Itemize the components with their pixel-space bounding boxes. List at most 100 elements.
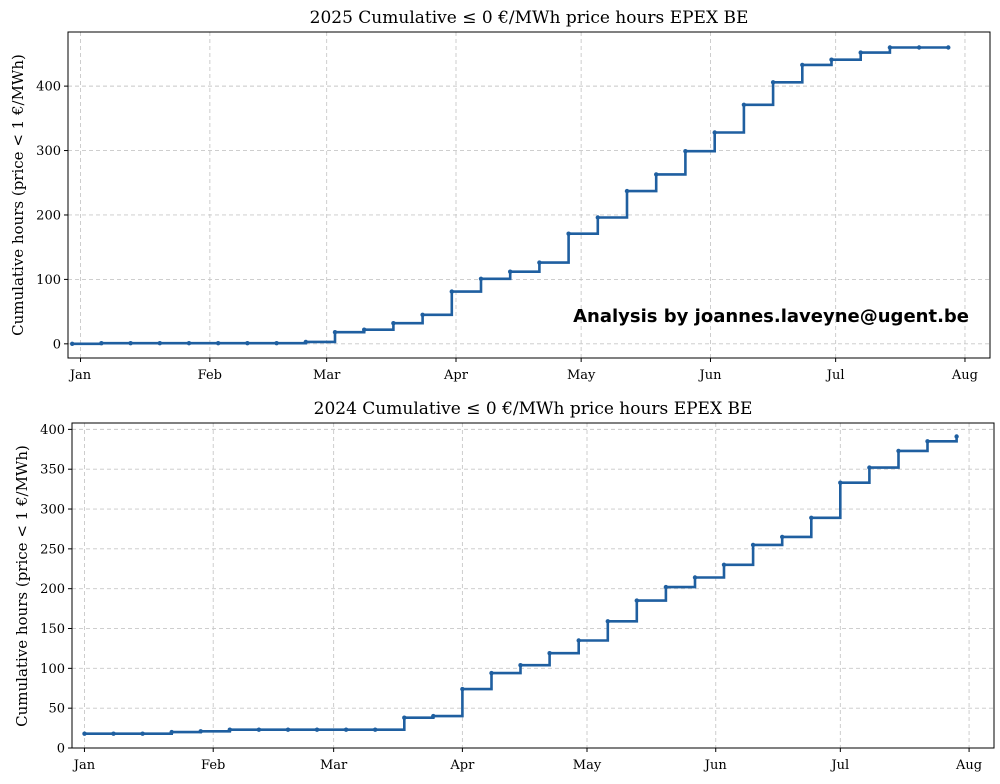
gridlines: [72, 423, 994, 749]
data-point: [157, 341, 162, 346]
data-point: [70, 341, 75, 346]
data-point: [227, 727, 232, 732]
data-point: [741, 102, 747, 108]
data-point: [654, 172, 659, 177]
y-tick-label: 350: [40, 463, 65, 478]
data-point: [256, 727, 262, 732]
data-point: [838, 480, 843, 485]
x-tick-label: Aug: [955, 758, 982, 773]
data-point: [314, 727, 320, 732]
y-tick-label: 50: [48, 702, 65, 717]
x-tick-label: Apr: [449, 758, 475, 773]
data-point: [303, 339, 308, 345]
data-point: [186, 341, 192, 346]
data-point: [449, 289, 454, 294]
data-point: [624, 188, 630, 194]
x-tick-label: May: [567, 368, 596, 383]
data-point: [198, 729, 203, 734]
data-point: [508, 269, 513, 274]
x-tick-label: Jan: [68, 368, 92, 383]
x-tick-label: Aug: [951, 368, 978, 383]
data-point: [169, 729, 174, 735]
data-point: [128, 341, 133, 346]
y-tick-label: 250: [40, 542, 65, 557]
x-tick-label: Apr: [443, 368, 469, 383]
chart-background: [72, 423, 994, 748]
data-point: [518, 663, 523, 668]
watermark-annotation: Analysis by joannes.laveyne@ugent.be: [573, 306, 969, 327]
data-point: [896, 448, 901, 454]
data-point: [566, 231, 571, 236]
data-point: [420, 312, 425, 317]
y-tick-label: 200: [40, 582, 65, 597]
y-tick-label: 300: [36, 144, 61, 159]
x-tick-label: Jul: [829, 758, 849, 773]
data-point: [99, 341, 104, 346]
chart-2025: Jan Feb Mar Apr May Jun Jul Aug 0 100 200 300 400 20…: [9, 8, 991, 383]
data-point: [489, 670, 494, 676]
data-point: [576, 638, 581, 643]
x-tick-label: Jul: [825, 368, 845, 383]
x-tick-label: Jun: [703, 758, 728, 773]
data-point: [537, 260, 542, 265]
gridlines: [68, 32, 990, 358]
data-point: [82, 731, 87, 736]
data-point: [800, 62, 805, 68]
y-tick-label: 0: [57, 742, 65, 757]
chart-2024: Jan Feb Mar Apr May Jun Jul Aug 0 50 100 150 200 250 3…: [13, 399, 995, 773]
data-point: [595, 215, 600, 220]
y-tick-label: 0: [53, 337, 61, 352]
plot-frame: [71, 422, 995, 749]
data-point: [216, 341, 221, 346]
data-point: [332, 330, 338, 335]
plot-frame: [67, 31, 991, 359]
data-point: [887, 45, 893, 50]
data-point: [829, 57, 834, 62]
x-tick-label: Feb: [201, 758, 225, 773]
data-point: [362, 327, 367, 332]
data-point: [916, 45, 922, 50]
data-point: [946, 45, 951, 50]
data-point: [245, 341, 250, 346]
data-point: [391, 321, 396, 326]
chart-background: [68, 32, 990, 358]
data-point: [605, 619, 610, 624]
data-point: [692, 575, 698, 580]
series-group: [70, 45, 951, 346]
y-tick-label: 400: [40, 423, 65, 438]
ticks: Jan Feb Mar Apr May Jun Jul Aug 0 100 200 300 400: [36, 80, 978, 383]
data-point: [780, 534, 785, 540]
x-tick-label: Mar: [313, 368, 341, 383]
chart-title: 2024 Cumulative ≤ 0 €/MWh price hours EP…: [314, 399, 753, 419]
x-tick-label: May: [573, 758, 602, 773]
x-tick-label: Feb: [198, 368, 222, 383]
data-point: [721, 562, 727, 567]
chart-title: 2025 Cumulative ≤ 0 €/MWh price hours EP…: [310, 8, 749, 28]
data-point: [460, 686, 465, 692]
data-point: [140, 731, 145, 736]
ticks: Jan Feb Mar Apr May Jun Jul Aug 0 50 100 150 200 250 3…: [40, 423, 982, 773]
data-point: [809, 515, 814, 520]
data-point: [274, 341, 279, 346]
y-tick-label: 400: [36, 80, 61, 95]
data-point: [478, 276, 484, 281]
y-tick-label: 100: [36, 273, 61, 288]
data-point: [867, 465, 872, 470]
series-group: [82, 434, 959, 736]
y-axis-label: Cumulative hours (price < 1 €/MWh): [13, 445, 31, 727]
data-point: [547, 651, 552, 656]
data-point: [925, 439, 930, 444]
data-point: [858, 50, 863, 55]
data-point: [770, 80, 776, 85]
x-tick-label: Jan: [72, 758, 96, 773]
series-line: [84, 436, 958, 735]
y-tick-label: 300: [40, 503, 65, 518]
x-tick-label: Jun: [697, 368, 722, 383]
data-point: [373, 727, 378, 732]
data-point: [954, 434, 959, 439]
data-point: [431, 713, 436, 719]
y-tick-label: 150: [40, 622, 65, 637]
data-point: [712, 130, 717, 135]
y-tick-label: 100: [40, 662, 65, 677]
